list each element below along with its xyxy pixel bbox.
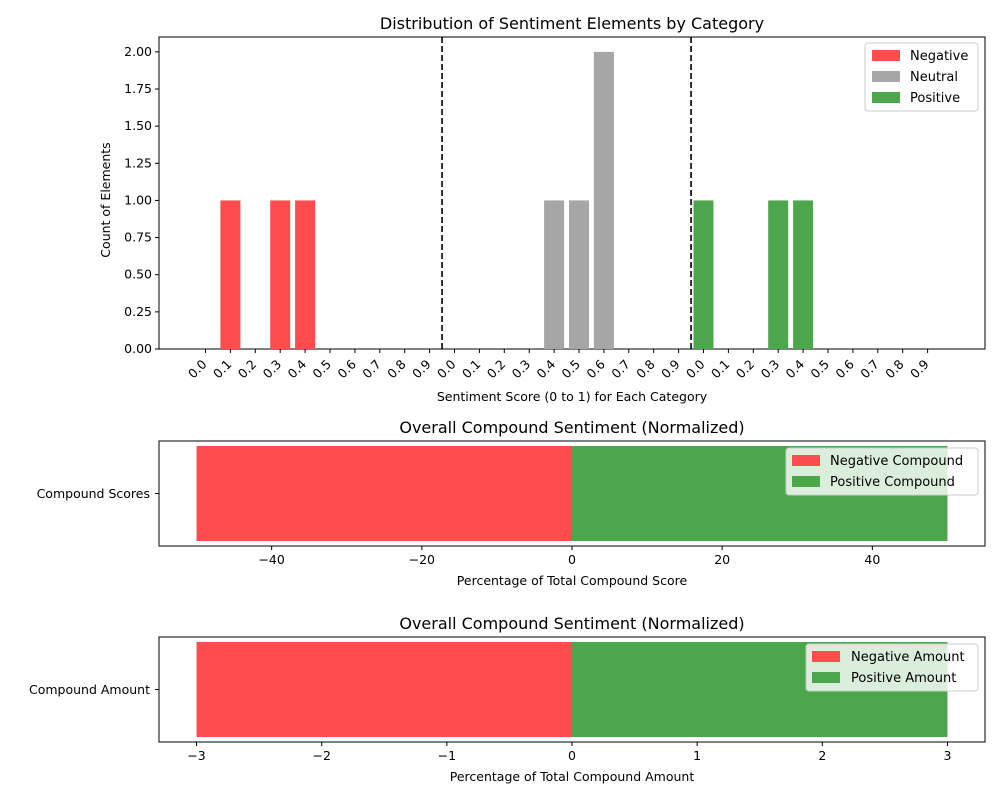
chart2-x-axis-label: Percentage of Total Compound Score [457,573,688,588]
bar-positive [768,200,789,349]
bar-neutral [569,200,589,349]
legend-swatch-negative [872,50,900,61]
y-tick-label: 0.75 [124,230,152,245]
chart2-category-label: Compound Scores [37,486,150,501]
chart3-legend-box [805,643,979,692]
x-tick-label: −40 [258,552,284,567]
legend-label-neutral: Neutral [910,70,958,85]
bar-negative-compound [196,446,572,541]
chart3-title: Overall Compound Sentiment (Normalized) [399,614,744,633]
y-tick-label: 0.00 [124,341,152,356]
bar-negative-amount [196,642,572,737]
legend-swatch-positive-amount [812,672,840,683]
chart3-category-label: Compound Amount [29,682,150,697]
legend-label-negative: Negative [910,49,968,64]
bar-neutral [544,200,565,349]
y-tick-label: 1.75 [124,81,152,96]
bar-negative [295,200,316,349]
legend-swatch-positive-compound [792,476,820,487]
bar-negative [270,200,291,349]
y-tick-label: 0.50 [124,267,152,282]
bar-positive [693,200,714,349]
y-tick-label: 2.00 [124,44,152,59]
bar-neutral [593,51,614,349]
chart3-legend: Negative Amount Positive Amount [805,643,979,692]
chart1-x-axis-label: Sentiment Score (0 to 1) for Each Catego… [437,389,708,404]
chart2-legend-box [785,447,979,496]
x-tick-label: 3 [943,748,951,763]
chart1-title: Distribution of Sentiment Elements by Ca… [380,14,764,33]
chart-compound-scores: Overall Compound Sentiment (Normalized) … [37,418,986,588]
x-tick-label: 20 [714,552,730,567]
legend-swatch-positive [872,92,900,103]
y-tick-label: 0.25 [124,304,152,319]
x-tick-label: −3 [187,748,205,763]
x-tick-label: −1 [438,748,456,763]
x-tick-label: −20 [409,552,435,567]
bar-positive [793,200,814,349]
legend-label-positive-amount: Positive Amount [851,671,956,686]
legend-label-positive: Positive [910,91,960,106]
legend-swatch-neutral [872,71,900,82]
x-tick-label: 1 [693,748,701,763]
legend-label-positive-compound: Positive Compound [830,475,955,490]
chart1-y-axis-label: Count of Elements [98,142,113,257]
chart2-legend: Negative Compound Positive Compound [785,447,979,496]
chart1-legend: Negative Neutral Positive [864,42,979,112]
y-tick-label: 1.00 [124,192,152,207]
chart3-x-axis-label: Percentage of Total Compound Amount [450,769,695,784]
chart2-title: Overall Compound Sentiment (Normalized) [399,418,744,437]
legend-label-negative-compound: Negative Compound [830,454,963,469]
bar-negative [220,200,241,349]
x-tick-label: 2 [818,748,826,763]
chart-compound-amount: Overall Compound Sentiment (Normalized) … [29,614,986,784]
legend-swatch-negative-compound [792,455,820,466]
x-tick-label: 0 [568,748,576,763]
legend-label-negative-amount: Negative Amount [851,650,965,665]
y-tick-label: 1.25 [124,155,152,170]
x-tick-label: 40 [864,552,880,567]
x-tick-label: −2 [312,748,330,763]
x-tick-label: 0 [568,552,576,567]
legend-swatch-negative-amount [812,651,840,662]
y-tick-label: 1.50 [124,118,152,133]
chart3-plot-area: −3 −2 −1 0 1 2 3 [155,636,986,763]
